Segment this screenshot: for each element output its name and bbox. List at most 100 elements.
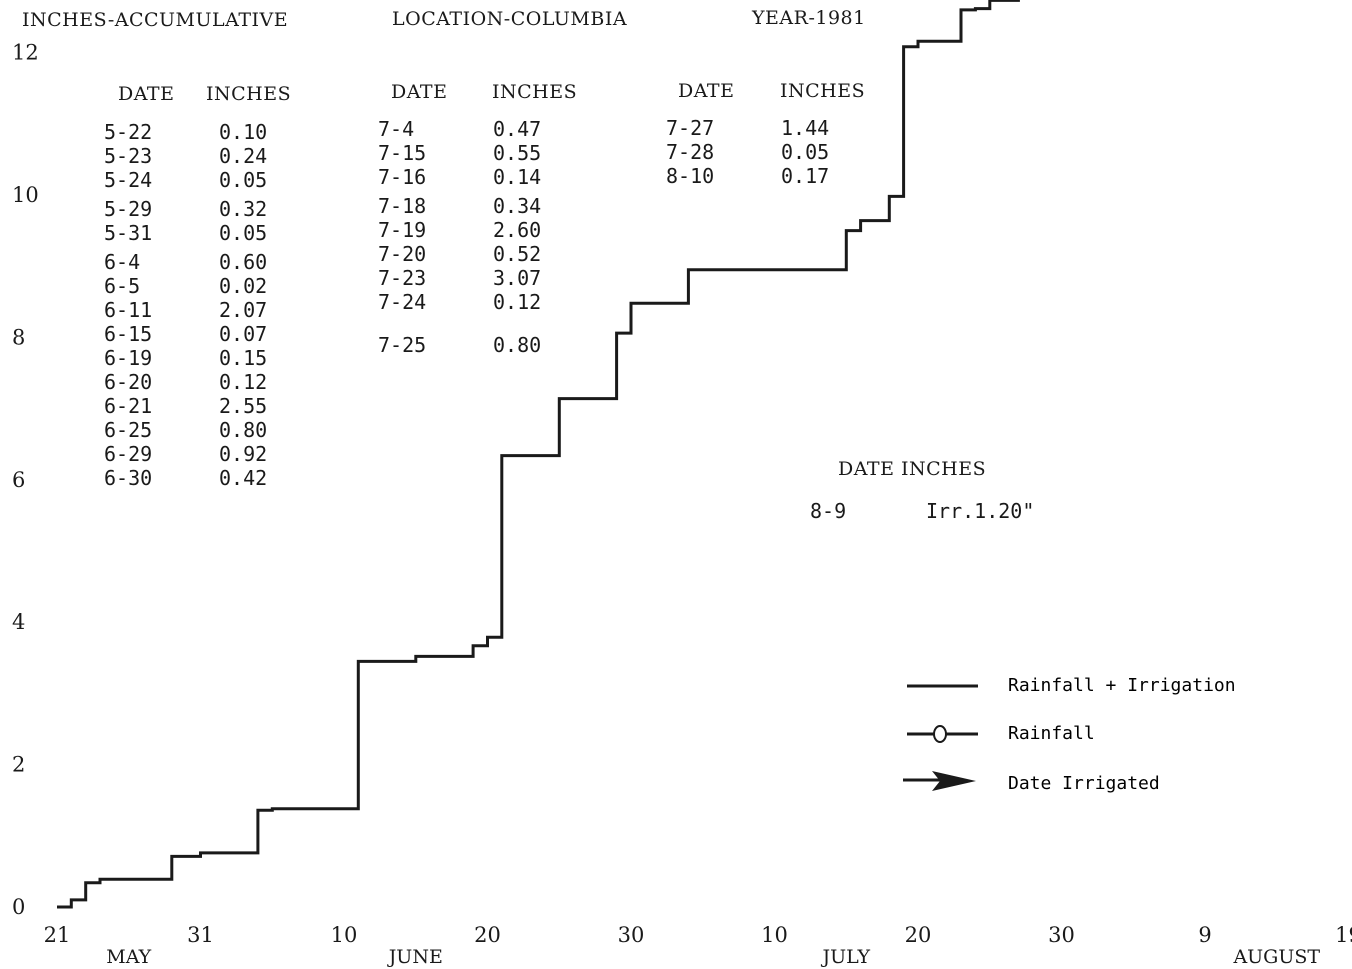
table-cell-inches: 0.15 [219,346,267,370]
table-cell-inches: 0.52 [493,242,541,266]
table-row: 5-31 0.05 [104,221,267,245]
x-tick-label: 30 [618,923,645,947]
table-cell-inches: 0.07 [219,322,267,346]
month-label: JULY [820,946,870,968]
table-cell-date: 6-20 [104,370,219,394]
table-row: 5-24 0.05 [104,168,267,192]
legend: Rainfall + Irrigation Rainfall Date Irri… [903,675,1236,794]
location-label: LOCATION-COLUMBIA [392,9,627,29]
x-tick-label: 10 [761,923,788,947]
table-cell-inches: 0.80 [493,333,541,357]
table-cell-date: 6-4 [104,250,219,274]
table-cell-inches: 0.92 [219,442,267,466]
table-cell-inches: 0.02 [219,274,267,298]
table-cell-date: 5-22 [104,120,219,144]
table-row: 6-4 0.60 [104,250,267,274]
table-col2-inches-header: INCHES [492,82,577,102]
irrigation-note-date: 8-9 [810,501,846,521]
table-col1: 5-22 0.10 5-23 0.24 5-24 0.05 5-29 0.32 5-31 0.05… [104,120,267,490]
table-cell-date: 7-24 [378,290,493,314]
table-row: 7-4 0.47 [378,117,541,141]
month-label: JUNE [387,946,443,968]
table-cell-inches: 0.42 [219,466,267,490]
table-cell-inches: 1.44 [781,116,829,140]
table-cell-inches: 0.05 [781,140,829,164]
table-cell-date: 6-19 [104,346,219,370]
table-cell-date: 5-24 [104,168,219,192]
table-cell-inches: 0.12 [219,370,267,394]
table-cell-inches: 3.07 [493,266,541,290]
table-cell-inches: 2.60 [493,218,541,242]
table-row: 6-29 0.92 [104,442,267,466]
table-cell-date: 7-15 [378,141,493,165]
table-cell-inches: 0.60 [219,250,267,274]
table-cell-date: 7-20 [378,242,493,266]
table-cell-date: 6-29 [104,442,219,466]
x-tick-label: 10 [331,923,358,947]
table-col3-inches-header: INCHES [780,81,865,101]
table-row: 7-20 0.52 [378,242,541,266]
y-axis-ticks: 0 2 4 6 8 10 12 [12,41,39,919]
table-cell-date: 5-23 [104,144,219,168]
table-row: 5-22 0.10 [104,120,267,144]
table-cell-inches: 0.32 [219,197,267,221]
table-cell-inches: 0.34 [493,194,541,218]
x-tick-label: 30 [1048,923,1075,947]
table-row: 6-21 2.55 [104,394,267,418]
table-col2: 7-4 0.47 7-15 0.55 7-16 0.14 7-18 0.34 7-19 2.60 7… [378,117,541,357]
month-label: MAY [106,946,151,968]
table-row: 5-23 0.24 [104,144,267,168]
table-cell-inches: 0.24 [219,144,267,168]
x-tick-label: 20 [474,923,501,947]
table-cell-inches: 0.10 [219,120,267,144]
table-row: 7-18 0.34 [378,194,541,218]
legend-irrigated-label: Date Irrigated [1008,773,1160,794]
table-row: 6-15 0.07 [104,322,267,346]
x-axis-ticks: 21 31 10 20 30 10 20 30 9 19 [44,923,1352,947]
y-tick-label: 8 [12,325,25,349]
y-tick-label: 2 [12,753,25,777]
legend-rain-marker [934,726,946,742]
table-row: 6-11 2.07 [104,298,267,322]
month-label: AUGUST [1232,946,1320,968]
table-row: 6-20 0.12 [104,370,267,394]
table-cell-inches: 0.47 [493,117,541,141]
table-cell-inches: 0.55 [493,141,541,165]
table-cell-date: 7-25 [378,333,493,357]
table-cell-date: 7-27 [666,116,781,140]
table-cell-date: 7-18 [378,194,493,218]
table-row: 8-10 0.17 [666,164,829,188]
table-cell-date: 5-31 [104,221,219,245]
legend-rain-irr-label: Rainfall + Irrigation [1008,675,1236,696]
table-cell-date: 7-28 [666,140,781,164]
table-cell-inches: 0.14 [493,165,541,189]
table-cell-inches: 2.07 [219,298,267,322]
table-cell-date: 6-21 [104,394,219,418]
irrigation-note-header: DATE INCHES [838,459,986,479]
table-row: 7-16 0.14 [378,165,541,189]
y-tick-label: 6 [12,468,25,492]
y-tick-label: 4 [12,610,25,634]
y-tick-label: 12 [12,41,39,65]
x-tick-label: 20 [905,923,932,947]
table-cell-date: 8-10 [666,164,781,188]
table-row: 7-25 0.80 [378,333,541,357]
table-cell-inches: 0.05 [219,221,267,245]
y-tick-label: 0 [12,895,25,919]
table-cell-date: 6-30 [104,466,219,490]
table-cell-date: 7-23 [378,266,493,290]
table-row: 6-25 0.80 [104,418,267,442]
table-cell-date: 6-5 [104,274,219,298]
y-tick-label: 10 [12,183,39,207]
table-cell-inches: 2.55 [219,394,267,418]
x-tick-label: 9 [1198,923,1211,947]
table-row: 7-27 1.44 [666,116,829,140]
year-label: YEAR-1981 [752,8,866,28]
table-row: 5-29 0.32 [104,197,267,221]
table-cell-date: 6-11 [104,298,219,322]
table-col1-date-header: DATE [118,84,174,104]
x-tick-label: 21 [44,923,71,947]
table-row: 6-19 0.15 [104,346,267,370]
table-cell-date: 7-19 [378,218,493,242]
legend-rain-label: Rainfall [1008,723,1095,744]
